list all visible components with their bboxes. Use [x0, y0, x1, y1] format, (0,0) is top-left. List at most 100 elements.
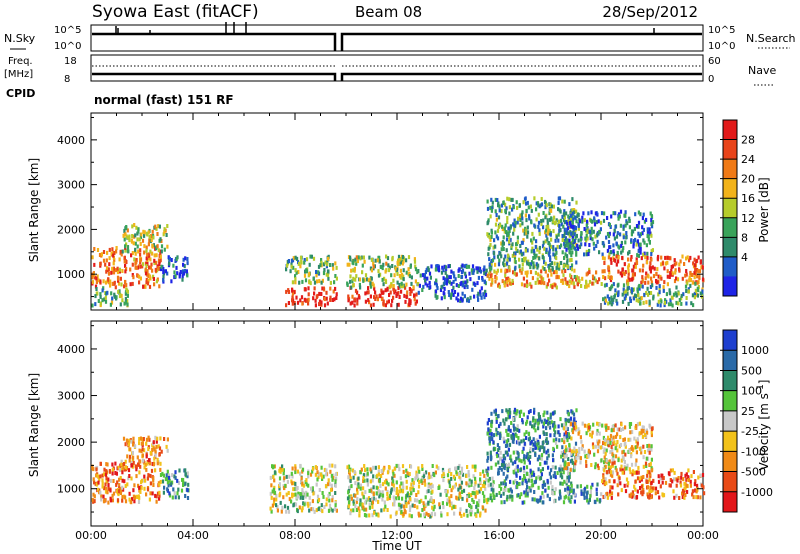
data-cell	[693, 275, 696, 280]
data-cell	[94, 302, 97, 307]
data-cell	[476, 508, 479, 513]
data-cell	[155, 226, 158, 231]
data-cell	[593, 246, 596, 251]
data-cell	[334, 483, 337, 488]
data-cell	[182, 483, 185, 487]
data-cell	[312, 276, 315, 281]
data-cell	[138, 437, 141, 441]
data-cell	[291, 481, 294, 486]
data-cell	[619, 481, 622, 486]
data-cell	[572, 449, 575, 454]
data-cell	[508, 268, 511, 273]
data-cell	[479, 472, 482, 477]
data-cell	[149, 265, 152, 270]
data-cell	[519, 268, 522, 273]
data-cell	[629, 257, 633, 262]
data-cell	[399, 268, 402, 273]
data-cell	[589, 233, 592, 238]
data-cell	[555, 266, 558, 271]
data-cell	[521, 240, 524, 245]
data-cell	[417, 282, 420, 287]
data-cell	[359, 256, 362, 261]
data-cell	[92, 272, 95, 277]
data-cell	[347, 298, 350, 303]
data-cell	[365, 507, 368, 512]
data-cell	[555, 250, 558, 255]
data-cell	[641, 279, 644, 284]
data-cell	[305, 257, 309, 262]
data-cell	[130, 476, 133, 481]
data-cell	[570, 280, 573, 285]
data-cell	[427, 484, 430, 489]
data-cell	[669, 478, 672, 482]
data-cell	[445, 493, 448, 498]
data-cell	[384, 280, 388, 284]
data-cell	[650, 214, 653, 218]
data-cell	[359, 483, 362, 488]
velocity-ylabel: Slant Range [km]	[27, 373, 41, 477]
data-cell	[149, 450, 152, 455]
data-cell	[614, 446, 617, 451]
data-cell	[309, 472, 313, 477]
data-cell	[701, 277, 705, 282]
data-cell	[588, 248, 591, 253]
data-cell	[384, 504, 387, 509]
data-cell	[124, 465, 127, 470]
data-cell	[104, 482, 107, 487]
data-cell	[402, 504, 406, 509]
data-cell	[657, 479, 661, 484]
data-cell	[397, 493, 400, 498]
data-cell	[149, 491, 152, 496]
data-cell	[329, 469, 332, 474]
data-cell	[391, 469, 394, 474]
data-cell	[455, 466, 458, 471]
data-cell	[620, 273, 624, 278]
data-cell	[402, 277, 405, 282]
data-cell	[523, 231, 526, 236]
colorbar-segment	[723, 256, 737, 277]
data-cell	[581, 444, 584, 449]
data-cell	[647, 494, 650, 499]
data-cell	[409, 497, 412, 502]
data-cell	[159, 254, 162, 259]
data-cell	[526, 261, 529, 266]
data-cell	[285, 303, 288, 308]
data-cell	[516, 205, 519, 210]
data-cell	[133, 223, 136, 227]
data-cell	[434, 293, 437, 298]
data-cell	[95, 473, 98, 478]
data-cell	[558, 224, 561, 229]
colorbar-segment	[723, 330, 737, 351]
data-cell	[364, 468, 367, 473]
data-cell	[485, 477, 488, 482]
data-cell	[505, 450, 509, 455]
data-cell	[518, 410, 521, 415]
data-cell	[565, 448, 568, 453]
data-cell	[514, 460, 517, 465]
data-cell	[366, 478, 369, 483]
data-cell	[618, 476, 621, 481]
data-cell	[571, 460, 574, 465]
nsky-label: N.Sky	[4, 32, 36, 45]
data-cell	[154, 493, 157, 498]
data-cell	[105, 486, 108, 491]
data-cell	[621, 267, 624, 272]
data-cell	[624, 452, 627, 457]
data-cell	[642, 227, 645, 232]
data-cell	[673, 258, 676, 263]
data-cell	[554, 247, 558, 252]
data-cell	[670, 268, 673, 273]
data-cell	[132, 436, 135, 441]
data-cell	[569, 242, 572, 247]
data-cell	[325, 296, 328, 301]
data-cell	[654, 486, 658, 491]
data-cell	[132, 241, 135, 246]
data-cell	[400, 289, 403, 294]
data-cell	[623, 262, 626, 267]
data-cell	[605, 282, 608, 287]
data-cell	[417, 466, 420, 471]
data-cell	[514, 265, 517, 270]
data-cell	[585, 491, 588, 496]
data-cell	[613, 460, 616, 465]
data-cell	[169, 481, 172, 486]
